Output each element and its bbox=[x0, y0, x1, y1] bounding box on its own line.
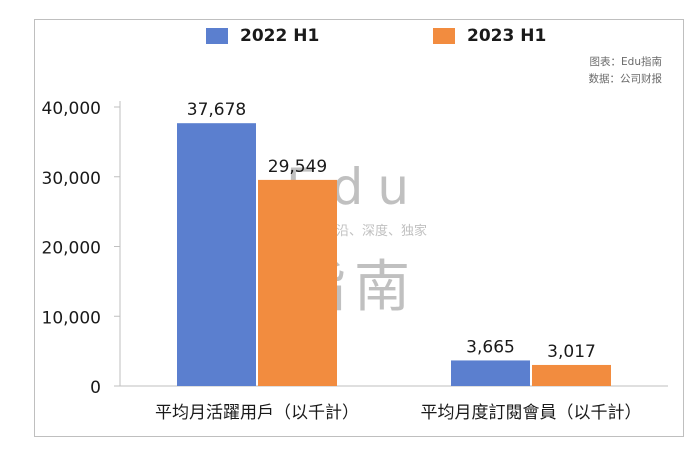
bar bbox=[532, 364, 611, 386]
y-tick-label: 20,000 bbox=[42, 239, 101, 259]
y-tick-label: 10,000 bbox=[42, 308, 101, 328]
legend-label-2022: 2022 H1 bbox=[240, 26, 320, 46]
data-label: 3,017 bbox=[547, 342, 596, 362]
bar bbox=[451, 360, 530, 386]
chart-source-note: 图表：Edu指南 bbox=[589, 56, 662, 68]
bar bbox=[177, 123, 256, 386]
data-label: 3,665 bbox=[466, 337, 515, 357]
bar bbox=[258, 179, 337, 386]
data-label: 37,678 bbox=[187, 100, 246, 120]
legend-item-2022: 2022 H1 bbox=[206, 25, 319, 47]
legend-swatch-2022 bbox=[206, 28, 228, 44]
legend-swatch-2023 bbox=[433, 28, 455, 44]
y-tick-label: 30,000 bbox=[42, 169, 101, 189]
data-source-note: 数据：公司财报 bbox=[588, 73, 663, 85]
legend-label-2023: 2023 H1 bbox=[467, 26, 547, 46]
x-category-label: 平均月度訂閱會員（以千計） bbox=[421, 403, 642, 423]
legend-item-2023: 2023 H1 bbox=[433, 25, 546, 47]
y-tick-label: 0 bbox=[90, 378, 101, 398]
x-category-label: 平均月活躍用戶（以千計） bbox=[155, 403, 359, 423]
data-label: 29,549 bbox=[268, 157, 327, 177]
y-tick-label: 40,000 bbox=[42, 99, 101, 119]
